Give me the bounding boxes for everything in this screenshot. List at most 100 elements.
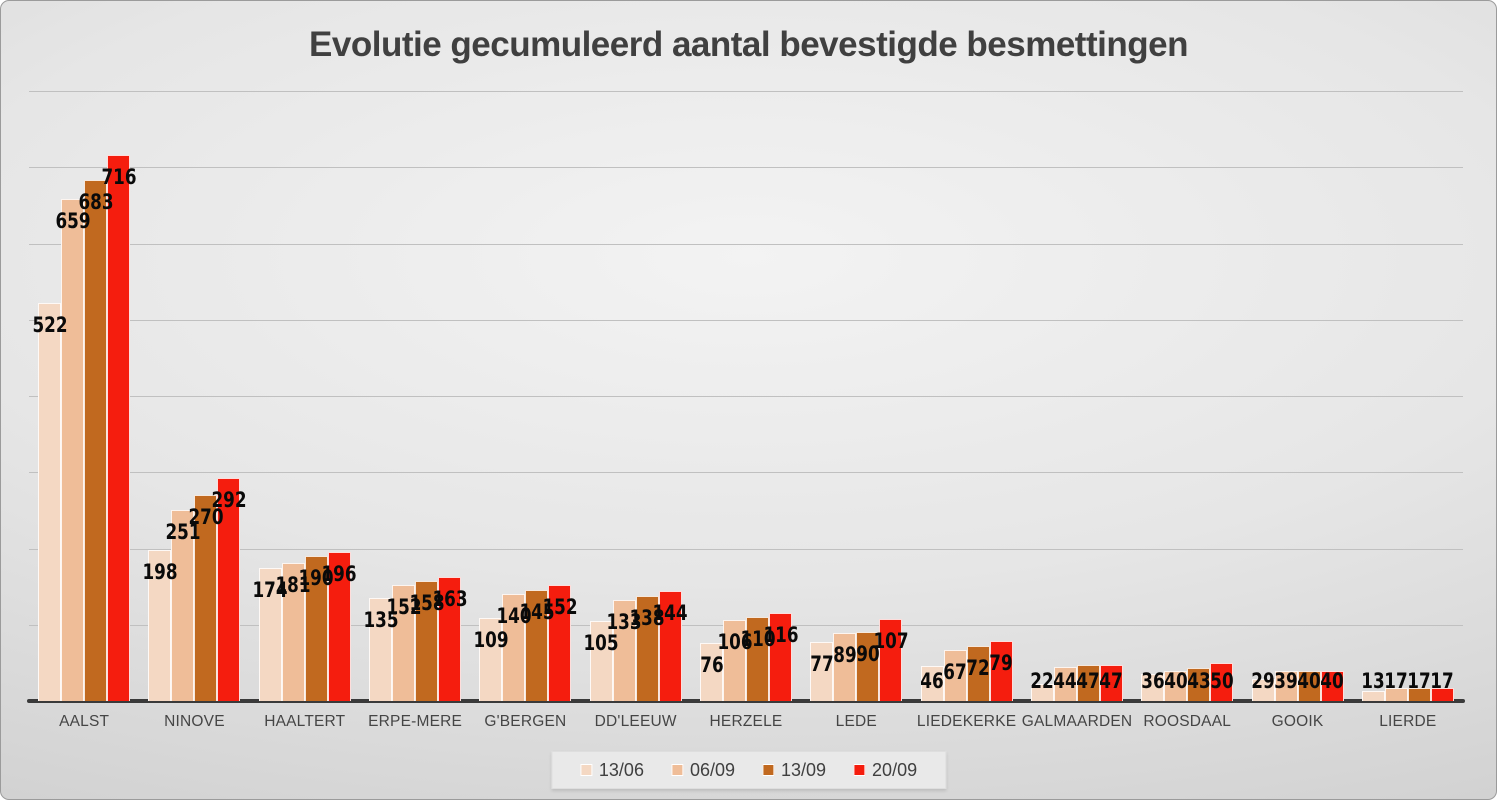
chart-bar	[1099, 665, 1123, 701]
chart-bar	[723, 620, 746, 701]
value-label: 43	[1187, 669, 1211, 693]
value-label: 17	[1430, 669, 1455, 693]
chart-bar	[966, 646, 990, 701]
legend-swatch-icon	[853, 764, 866, 776]
value-label: 17	[1384, 669, 1409, 693]
chart-bar	[989, 640, 1013, 701]
value-label: 251	[165, 519, 201, 544]
value-label: 90	[856, 642, 880, 667]
chart-bar	[1210, 662, 1234, 701]
chart-bar	[171, 509, 195, 701]
gridline	[29, 167, 1463, 169]
chart-bar	[84, 180, 108, 701]
value-label: 152	[386, 595, 422, 620]
chart-title: Evolutie gecumuleerd aantal bevestigde b…	[309, 25, 1188, 64]
legend: 13/06 06/09 13/09 20/09	[550, 751, 947, 789]
chart-bar	[1030, 684, 1054, 701]
category-label: GALMAARDEN	[1021, 713, 1133, 730]
legend-label: 13/06	[598, 759, 644, 780]
value-label: 22	[1030, 669, 1055, 693]
value-label: 135	[363, 608, 399, 633]
chart-bar	[769, 612, 792, 701]
category-label: LEDE	[835, 713, 877, 730]
chart-bar	[833, 633, 857, 701]
value-label: 46	[920, 669, 944, 693]
chart-bar	[327, 551, 351, 701]
chart-bar	[879, 619, 903, 701]
category-label: LIERDE	[1379, 713, 1437, 730]
gridline	[29, 472, 1463, 474]
chart-bar	[1187, 668, 1211, 701]
value-label: 140	[496, 604, 532, 629]
value-label: 50	[1210, 669, 1234, 693]
chart-bar	[1141, 673, 1165, 701]
chart-bar	[194, 495, 218, 701]
chart-bar	[1361, 691, 1385, 701]
chart-bar	[635, 595, 659, 701]
chart-bar	[810, 642, 834, 701]
chart-bar	[438, 576, 462, 701]
legend-swatch-icon	[762, 764, 774, 776]
chart-bar	[217, 478, 241, 701]
gridline	[29, 91, 1463, 92]
value-label: 109	[473, 627, 509, 652]
chart-bar	[304, 556, 328, 701]
chart-bar	[525, 590, 549, 701]
value-label: 190	[298, 566, 334, 591]
category-label: DD'LEEUW	[594, 713, 677, 730]
chart-bar	[589, 620, 613, 701]
legend-label: 13/09	[781, 759, 827, 780]
value-label: 152	[542, 595, 578, 620]
chart-bar	[1053, 667, 1077, 701]
category-label: ROOSDAAL	[1143, 713, 1232, 730]
chart-bar	[61, 198, 85, 701]
chart-bar	[612, 599, 636, 701]
plot-area: 522 659 683 716 198 251 270 292 174 181 190 196 135 1…	[27, 91, 1465, 703]
value-label: 40	[1164, 669, 1188, 693]
chart-bar	[1430, 688, 1454, 701]
chart-bar	[1384, 688, 1408, 701]
category-label: LIEDEKERKE	[916, 713, 1017, 730]
category-label: HAALTERT	[264, 713, 346, 730]
value-label: 181	[275, 572, 311, 597]
chart-bar	[502, 594, 526, 701]
chart-bar	[281, 563, 305, 701]
chart-bar	[658, 591, 682, 701]
value-label: 110	[739, 627, 776, 652]
value-label: 89	[833, 643, 857, 668]
value-label: 105	[583, 630, 619, 655]
value-label: 174	[252, 578, 288, 603]
chart-bar	[700, 643, 723, 701]
value-label: 716	[101, 165, 137, 190]
category-label: HERZELE	[709, 713, 783, 730]
value-label: 17	[1407, 669, 1432, 693]
category-label: GOOIK	[1271, 713, 1324, 730]
value-label: 77	[810, 652, 834, 677]
value-label: 29	[1251, 669, 1275, 693]
chart-bar	[746, 617, 769, 701]
value-label: 270	[188, 505, 224, 530]
chart-bar	[392, 585, 416, 701]
category-label: ERPE-MERE	[368, 713, 463, 730]
value-label: 133	[606, 609, 642, 634]
value-label: 292	[211, 488, 247, 513]
legend-label: 06/09	[689, 759, 735, 780]
value-label: 72	[966, 656, 990, 681]
gridline	[29, 548, 1463, 550]
legend-label: 20/09	[872, 759, 918, 780]
category-label: AALST	[59, 713, 110, 730]
value-label: 79	[989, 650, 1013, 675]
value-label: 47	[1099, 669, 1124, 693]
legend-item: 20/09	[853, 760, 917, 781]
chart-bar	[548, 585, 572, 701]
chart-bar	[1164, 670, 1188, 701]
category-label: NINOVE	[164, 713, 225, 730]
chart-bar	[148, 550, 172, 701]
value-label: 683	[78, 190, 114, 215]
legend-item: 13/06	[579, 759, 644, 781]
value-label: 107	[873, 629, 909, 654]
value-label: 163	[432, 586, 468, 611]
chart-bar	[369, 598, 393, 701]
chart-bar	[920, 665, 944, 701]
legend-swatch-icon	[670, 764, 683, 776]
